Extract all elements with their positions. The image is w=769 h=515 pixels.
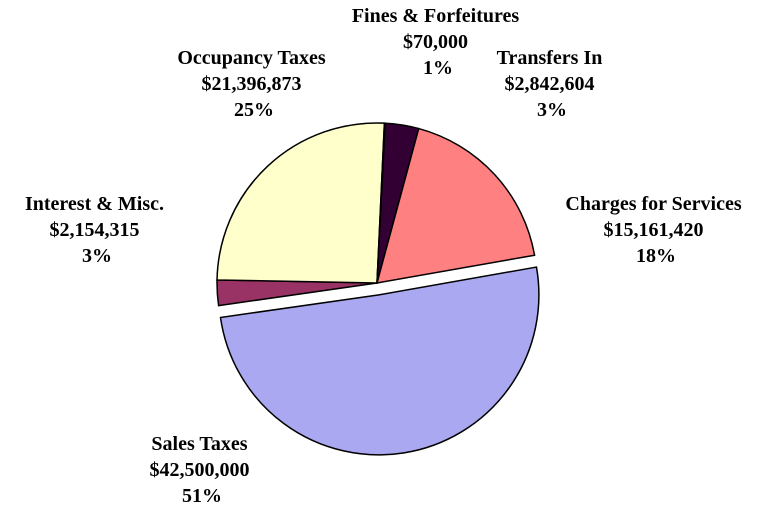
transfers-in-percent: 3% xyxy=(537,99,567,121)
label-transfers-in: Transfers In $2,842,604 3% xyxy=(497,47,608,121)
charges-for-services-percent: 18% xyxy=(636,245,676,267)
label-interest-misc: Interest & Misc. $2,154,315 3% xyxy=(25,193,169,267)
label-fines-forfeitures: Fines & Forfeitures $70,000 1% xyxy=(352,5,524,79)
occupancy-taxes-percent: 25% xyxy=(234,99,274,121)
charges-for-services-amount: $15,161,420 xyxy=(604,219,704,241)
pie-slices xyxy=(216,122,540,456)
fines-forfeitures-amount: $70,000 xyxy=(403,31,468,53)
interest-misc-amount: $2,154,315 xyxy=(50,219,140,241)
fines-forfeitures-percent: 1% xyxy=(423,57,453,79)
occupancy-taxes-amount: $21,396,873 xyxy=(202,73,302,95)
transfers-in-amount: $2,842,604 xyxy=(505,73,595,95)
label-charges-for-services: Charges for Services $15,161,420 18% xyxy=(565,193,746,267)
sales-taxes-name: Sales Taxes xyxy=(151,433,247,455)
slice-occupancy-taxes xyxy=(216,122,386,284)
interest-misc-name: Interest & Misc. xyxy=(25,193,164,215)
sales-taxes-percent: 51% xyxy=(182,485,222,507)
fines-forfeitures-name: Fines & Forfeitures xyxy=(352,5,520,27)
label-occupancy-taxes: Occupancy Taxes $21,396,873 25% xyxy=(177,47,330,121)
sales-taxes-amount: $42,500,000 xyxy=(150,459,250,481)
occupancy-taxes-name: Occupancy Taxes xyxy=(177,47,326,69)
slice-charges-for-services xyxy=(375,127,536,284)
label-sales-taxes: Sales Taxes $42,500,000 51% xyxy=(150,433,255,507)
interest-misc-percent: 3% xyxy=(82,245,112,267)
slice-sales-taxes xyxy=(219,266,540,456)
charges-for-services-name: Charges for Services xyxy=(565,193,741,215)
transfers-in-name: Transfers In xyxy=(497,47,603,69)
